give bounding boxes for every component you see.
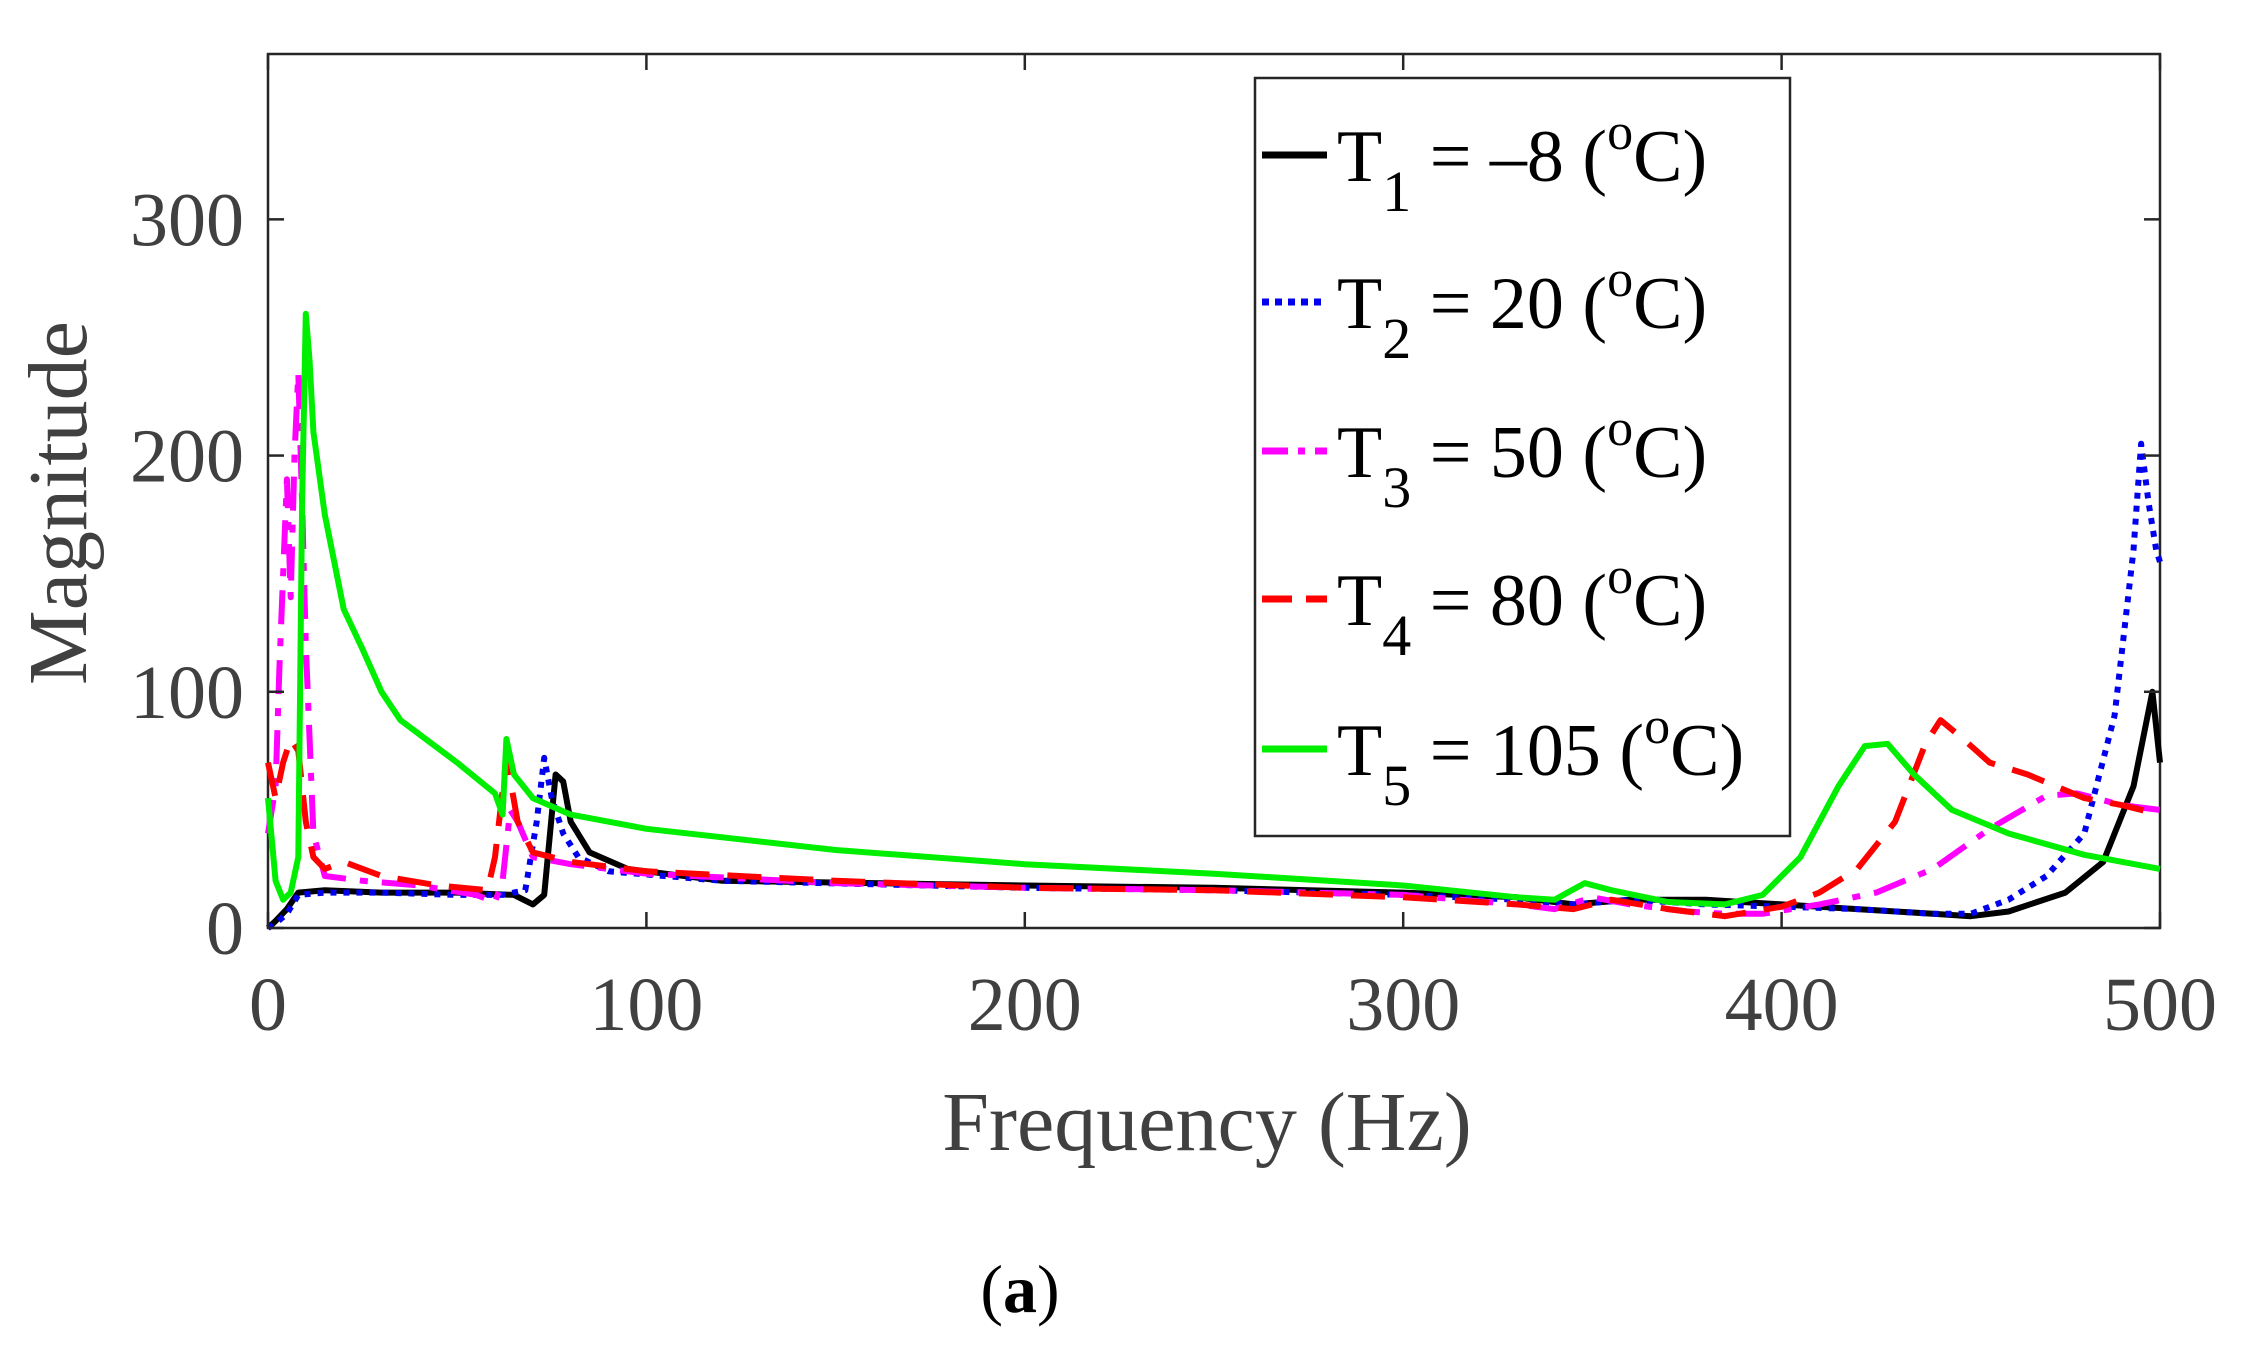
x-tick-label: 0	[249, 963, 287, 1047]
y-tick-label: 200	[130, 415, 244, 499]
series-line-t2	[266, 440, 2163, 931]
caption-close-paren: )	[1037, 1251, 1060, 1327]
plot-frame	[266, 52, 2162, 930]
y-tick-label: 300	[130, 178, 244, 262]
legend-label-t2: T2 = 20 (oC)	[1337, 251, 1707, 371]
series-line-t5	[265, 310, 2161, 908]
legend: T1 = –8 (oC) T2 = 20 (oC) T3 = 50 (oC) T4 =…	[1253, 76, 1792, 838]
x-tick-label: 500	[2103, 963, 2217, 1047]
series-layer	[265, 310, 2163, 931]
x-tick-label: 200	[968, 963, 1082, 1047]
legend-label-t4: T4 = 80 (oC)	[1337, 548, 1707, 668]
plot-area-border	[266, 52, 2162, 930]
caption-open-paren: (	[980, 1251, 1003, 1327]
x-axis-label: Frequency (Hz)	[942, 1076, 1471, 1169]
legend-label-t1: T1 = –8 (oC)	[1337, 104, 1707, 224]
caption-letter: a	[1003, 1251, 1037, 1327]
x-tick-label: 100	[589, 963, 703, 1047]
x-tick-label: 300	[1346, 963, 1460, 1047]
legend-label-t5: T5 = 105 (oC)	[1337, 698, 1744, 818]
y-tick-label: 100	[130, 651, 244, 735]
figure-caption: (a)	[980, 1251, 1059, 1327]
legend-label-t3: T3 = 50 (oC)	[1337, 400, 1707, 520]
x-axis-ticks: 0 100 200 300 400 500	[249, 54, 2217, 1047]
series-line-t4	[265, 717, 2161, 920]
x-tick-label: 400	[1725, 963, 1839, 1047]
y-axis-ticks: 0 100 200 300	[130, 178, 2160, 971]
legend-box	[1253, 76, 1792, 838]
y-axis-label: Magnitude	[12, 321, 105, 685]
y-tick-label: 0	[206, 887, 244, 971]
